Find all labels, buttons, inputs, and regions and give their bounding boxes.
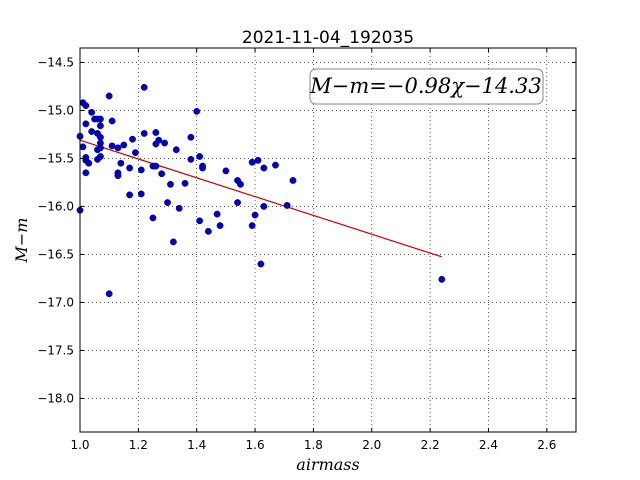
data-point [140,130,148,137]
data-point [97,133,104,141]
data-point [82,169,90,177]
data-point [137,190,145,198]
y-tick-label: −15.0 [37,103,74,117]
x-tick-label: 2.6 [537,438,556,452]
y-tick-label: −17.5 [37,343,74,357]
data-point [129,135,136,143]
y-tick-label: −16.5 [37,247,74,261]
data-point [85,159,93,167]
x-tick-label: 1.8 [304,438,323,452]
x-tick-label: 2.2 [421,438,440,452]
data-point [187,133,195,141]
data-point [175,204,183,212]
data-point [114,144,122,152]
x-tick-label: 1.0 [70,438,89,452]
data-point [169,238,177,246]
data-point [254,156,262,164]
data-point [283,202,291,209]
data-point [117,159,125,167]
x-tick-label: 1.2 [129,438,148,452]
data-point [126,164,134,172]
y-tick-label: −17.0 [37,295,74,309]
data-point [126,191,134,199]
data-point [199,164,206,172]
data-point [137,166,145,174]
data-point [272,161,279,169]
data-point [193,107,201,115]
data-point [120,141,128,149]
data-point [88,128,96,135]
y-tick-label: −16.0 [37,199,74,213]
data-point [140,83,148,91]
x-tick-label: 1.6 [246,438,265,452]
fit-line-layer [79,139,442,258]
data-point [88,108,96,116]
data-point [79,143,87,151]
data-point [97,153,104,160]
points-layer [76,83,446,298]
data-point [97,115,104,123]
data-point [260,202,268,210]
chart-title: 2021-11-04_192035 [242,28,414,48]
data-point [251,211,259,219]
y-axis-label: M−m [12,218,31,264]
data-point [248,158,256,166]
data-point [164,199,171,206]
data-point [149,214,157,222]
x-axis-label: airmass [296,455,359,474]
data-point [187,155,195,163]
data-point [82,102,90,110]
data-point [105,92,113,100]
data-point [82,120,90,128]
ticks: 1.0 1.2 1.4 1.6 1.8 2.0 2.2 2.4 2.6 −14.5 −15.0 −15… [37,48,576,452]
data-point [108,117,116,125]
data-point [132,149,139,157]
data-point [172,146,180,154]
grid [79,48,576,432]
equation-box [309,68,544,105]
data-point [161,139,169,147]
data-point [260,164,268,172]
data-point [108,142,116,150]
data-point [222,167,230,175]
data-point [248,222,256,230]
equation-annotation: M−m=−0.98χ−14.33 [309,68,544,105]
data-point [152,129,160,136]
y-tick-label: −14.5 [37,55,74,69]
data-point [155,136,163,144]
equation-text: M−m=−0.98χ−14.33 [309,74,541,98]
data-point [289,177,297,184]
data-point [234,199,241,206]
data-point [167,180,174,188]
data-point [97,144,104,152]
x-tick-label: 2.4 [479,438,498,452]
data-point [237,180,244,188]
x-tick-label: 1.4 [187,438,206,452]
data-point [181,179,189,187]
data-point [196,217,204,225]
data-point [105,290,113,298]
data-point [152,162,160,170]
data-point [114,172,122,180]
data-point [196,153,204,160]
data-point [438,275,446,283]
data-point [216,222,224,230]
y-tick-label: −15.5 [37,151,74,165]
fit-line [79,139,442,258]
data-point [158,170,166,178]
data-point [257,260,265,268]
x-tick-label: 2.0 [362,438,381,452]
plot-frame [79,47,577,433]
data-point [97,122,104,130]
data-point [213,210,221,218]
y-tick-label: −18.0 [37,391,74,405]
data-point [204,227,212,235]
